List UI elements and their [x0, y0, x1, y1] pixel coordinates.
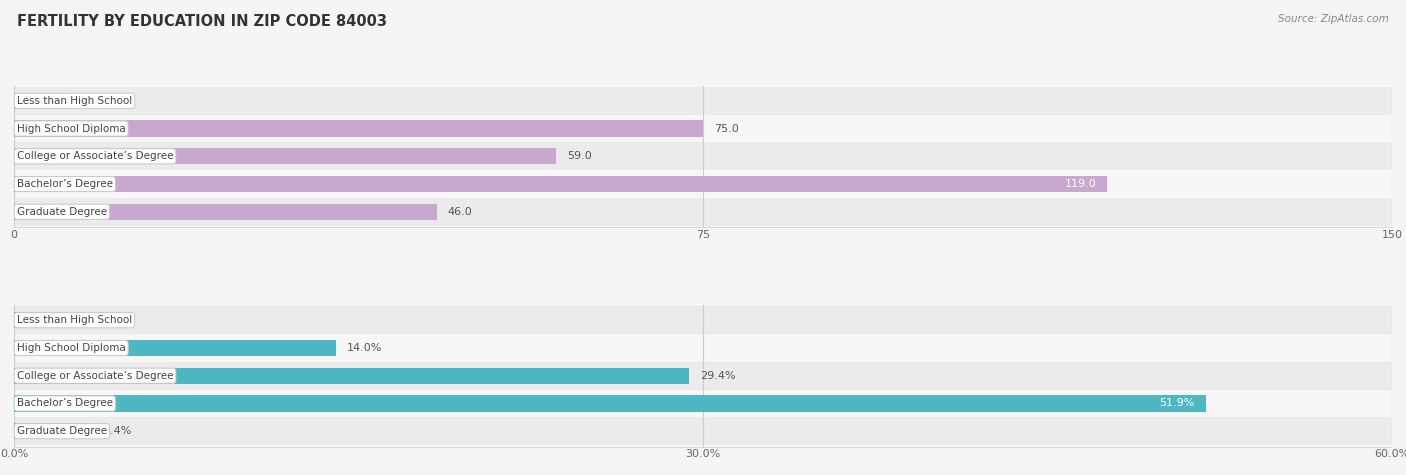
Text: 29.4%: 29.4% [700, 370, 735, 381]
Bar [14, 198, 1392, 226]
Bar [14, 340, 336, 356]
Text: College or Associate’s Degree: College or Associate’s Degree [17, 370, 173, 381]
Bar [14, 93, 69, 109]
Text: Less than High School: Less than High School [17, 315, 132, 325]
Text: 59.0: 59.0 [567, 151, 592, 162]
Bar [14, 334, 1392, 362]
Text: 1.4%: 1.4% [58, 315, 86, 325]
Text: 119.0: 119.0 [1064, 179, 1097, 189]
Bar [14, 395, 1206, 411]
Bar [14, 87, 1392, 114]
Text: Bachelor’s Degree: Bachelor’s Degree [17, 179, 112, 189]
Text: 51.9%: 51.9% [1160, 399, 1195, 408]
Bar [14, 176, 1107, 192]
Bar [14, 312, 46, 328]
Text: 6.0: 6.0 [80, 96, 98, 106]
Text: Less than High School: Less than High School [17, 96, 132, 106]
Bar [14, 204, 437, 220]
Text: 3.4%: 3.4% [103, 426, 132, 436]
Bar [14, 142, 1392, 170]
Text: Bachelor’s Degree: Bachelor’s Degree [17, 399, 112, 408]
Bar [14, 368, 689, 384]
Text: College or Associate’s Degree: College or Associate’s Degree [17, 151, 173, 162]
Bar [14, 121, 703, 137]
Bar [14, 390, 1392, 418]
Text: 14.0%: 14.0% [347, 343, 382, 353]
Text: Graduate Degree: Graduate Degree [17, 207, 107, 217]
Bar [14, 114, 1392, 142]
Text: High School Diploma: High School Diploma [17, 343, 125, 353]
Text: 75.0: 75.0 [714, 124, 738, 133]
Bar [14, 170, 1392, 198]
Text: Source: ZipAtlas.com: Source: ZipAtlas.com [1278, 14, 1389, 24]
Text: FERTILITY BY EDUCATION IN ZIP CODE 84003: FERTILITY BY EDUCATION IN ZIP CODE 84003 [17, 14, 387, 29]
Text: High School Diploma: High School Diploma [17, 124, 125, 133]
Bar [14, 306, 1392, 334]
Bar [14, 423, 93, 439]
Bar [14, 362, 1392, 389]
Text: Graduate Degree: Graduate Degree [17, 426, 107, 436]
Bar [14, 418, 1392, 445]
Bar [14, 148, 555, 164]
Text: 46.0: 46.0 [447, 207, 472, 217]
